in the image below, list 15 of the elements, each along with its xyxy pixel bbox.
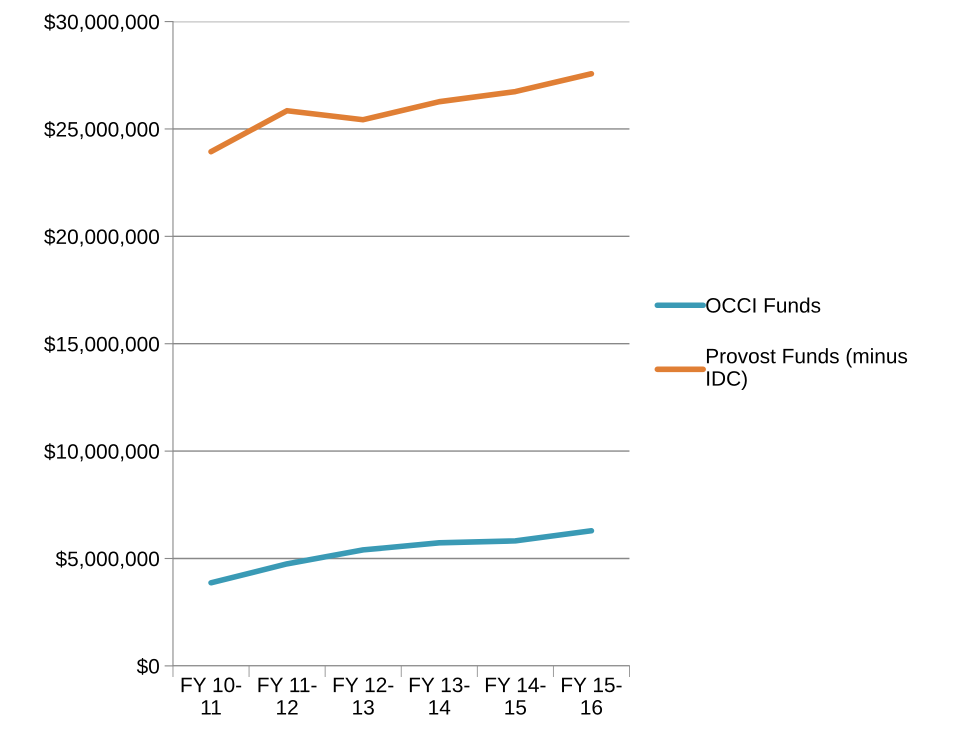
legend-label: Provost Funds (minus IDC) <box>706 348 908 390</box>
x-tick-label: FY 10-11 <box>182 678 242 715</box>
x-tick-label: FY 11-12 <box>258 678 316 715</box>
y-tick-label: $30,000,000 <box>44 14 159 32</box>
y-tick-label: $0 <box>136 658 159 675</box>
x-tick-label: FY 15-16 <box>562 678 622 715</box>
x-tick-label: FY 12-13 <box>334 678 394 715</box>
y-tick-label: $5,000,000 <box>56 550 159 569</box>
y-tick-label: $25,000,000 <box>44 121 159 140</box>
x-tick-label: FY 13-14 <box>410 678 470 715</box>
y-tick-label: $15,000,000 <box>44 336 159 354</box>
x-tick-label: FY 14-15 <box>486 678 546 715</box>
y-tick-label: $20,000,000 <box>44 228 159 247</box>
legend-label: OCCI Funds <box>706 297 820 313</box>
y-tick-label: $10,000,000 <box>44 443 159 462</box>
